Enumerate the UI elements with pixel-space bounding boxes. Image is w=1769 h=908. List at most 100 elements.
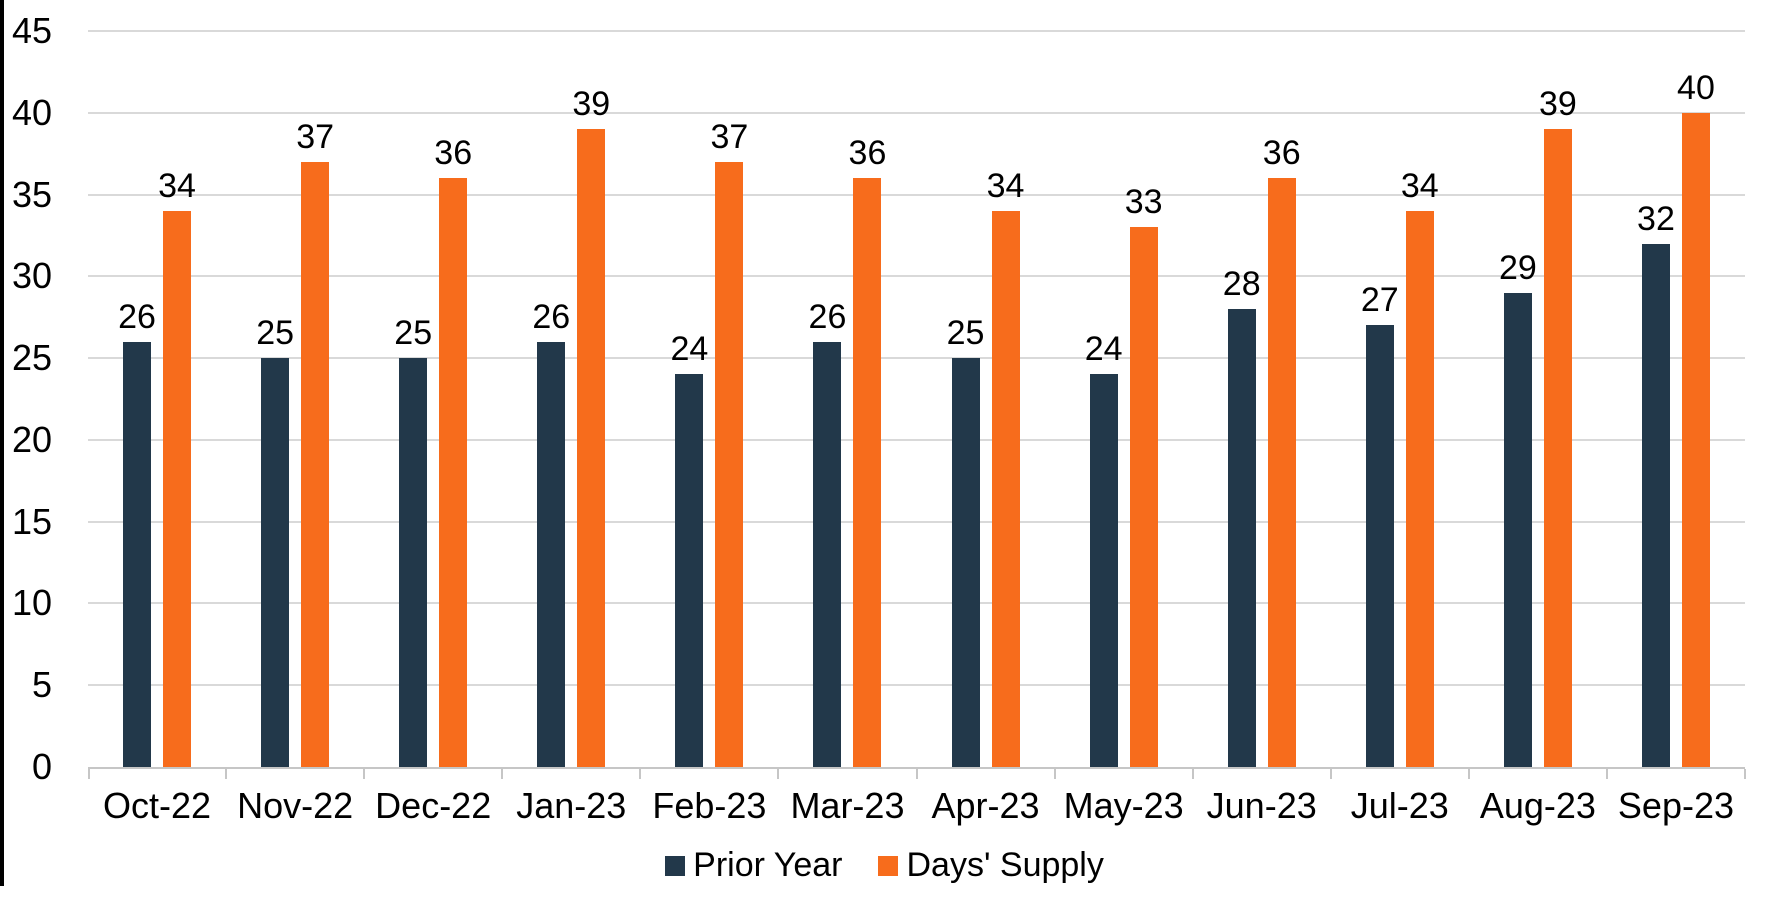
value-label-prior-year: 27 [1360, 281, 1399, 320]
x-tick-label: Apr-23 [931, 785, 1040, 826]
x-tick-label: Aug-23 [1479, 785, 1596, 826]
value-label-prior-year: 24 [1084, 330, 1123, 369]
y-tick-label: 30 [11, 255, 52, 297]
y-tick-label: 20 [11, 418, 52, 460]
x-tick-mark [225, 769, 228, 779]
x-tick-label: Feb-23 [652, 785, 767, 826]
value-label-prior-year: 28 [1222, 265, 1261, 304]
plot-area: 26 34 Oct-22 25 37 Nov-22 25 36 Dec-22 26 39 Jan-23… [88, 30, 1746, 824]
bar-days-supply [301, 161, 330, 767]
bar-days-supply [1681, 112, 1710, 767]
x-tick-label: Sep-23 [1617, 785, 1734, 826]
x-tick-mark [1329, 769, 1332, 779]
bar-days-supply [1267, 178, 1296, 767]
legend-swatch-days-supply-icon [878, 855, 899, 876]
x-tick-mark [1053, 769, 1056, 779]
bar-days-supply [1543, 129, 1572, 767]
x-tick-label: Jun-23 [1206, 785, 1317, 826]
bar-prior-year [1641, 243, 1670, 767]
value-label-prior-year: 24 [670, 330, 709, 369]
x-tick-mark [1605, 769, 1608, 779]
value-label-days-supply: 37 [710, 117, 749, 156]
bar-prior-year [675, 374, 704, 767]
bar-days-supply [1129, 227, 1158, 767]
value-label-days-supply: 34 [158, 166, 196, 205]
x-tick-label: Oct-22 [103, 785, 212, 826]
bar-prior-year [813, 341, 842, 767]
bar-prior-year [1503, 292, 1532, 767]
x-tick-label: Jan-23 [516, 785, 627, 826]
legend-item-prior-year: Prior Year [665, 846, 842, 885]
bar-prior-year [399, 358, 428, 767]
x-tick-mark [1467, 769, 1470, 779]
x-tick-label: Dec-22 [375, 785, 492, 826]
y-tick-label: 40 [11, 91, 52, 133]
legend-item-days-supply: Days' Supply [878, 846, 1104, 885]
grid-line [88, 520, 1745, 523]
bar-prior-year [537, 341, 566, 767]
bar-days-supply [163, 210, 192, 767]
y-axis-line [0, 0, 4, 886]
legend-label-days-supply: Days' Supply [906, 846, 1104, 884]
y-tick-label: 5 [31, 664, 52, 706]
value-label-prior-year: 26 [532, 297, 571, 336]
x-tick-mark [639, 769, 642, 779]
x-tick-mark [915, 769, 918, 779]
value-label-prior-year: 25 [946, 314, 985, 353]
x-tick-label: Mar-23 [790, 785, 905, 826]
bar-days-supply [715, 161, 744, 767]
value-label-days-supply: 36 [434, 134, 473, 173]
x-tick-label: Jul-23 [1350, 785, 1449, 826]
bar-days-supply [991, 210, 1020, 767]
x-tick-mark [363, 769, 366, 779]
value-label-days-supply: 36 [848, 134, 887, 173]
grid-line [88, 602, 1745, 605]
bar-days-supply [853, 178, 882, 767]
value-label-days-supply: 39 [572, 85, 611, 124]
grid-line [88, 438, 1745, 441]
grid-line [88, 193, 1745, 196]
y-tick-label: 0 [31, 746, 52, 787]
value-label-prior-year: 32 [1637, 199, 1675, 238]
bar-prior-year [261, 358, 290, 767]
x-axis-line [88, 767, 1745, 769]
value-label-days-supply: 40 [1677, 68, 1715, 107]
grid-line [88, 357, 1745, 360]
x-tick-mark [1744, 769, 1746, 779]
bar-days-supply [577, 129, 606, 767]
bar-days-supply [439, 178, 468, 767]
grid-line [88, 684, 1745, 687]
y-tick-label: 15 [11, 500, 52, 542]
chart-legend: Prior Year Days' Supply [0, 846, 1769, 885]
bar-prior-year [1089, 374, 1118, 767]
value-label-days-supply: 34 [986, 166, 1025, 205]
value-label-days-supply: 33 [1124, 183, 1163, 222]
x-tick-mark [777, 769, 780, 779]
y-tick-label: 35 [11, 173, 52, 215]
bar-prior-year [123, 341, 152, 767]
value-label-days-supply: 34 [1400, 166, 1439, 205]
value-label-days-supply: 37 [296, 117, 335, 156]
value-label-prior-year: 25 [256, 314, 295, 353]
value-label-prior-year: 25 [394, 314, 433, 353]
grid-line [88, 111, 1745, 114]
grid-line [88, 275, 1745, 278]
x-tick-label: May-23 [1063, 785, 1184, 826]
x-tick-mark [88, 769, 90, 779]
value-label-prior-year: 29 [1498, 248, 1537, 287]
value-label-prior-year: 26 [808, 297, 847, 336]
grid-line [88, 30, 1745, 32]
bar-prior-year [951, 358, 980, 767]
value-label-prior-year: 26 [118, 297, 156, 336]
legend-label-prior-year: Prior Year [693, 846, 843, 884]
x-tick-mark [501, 769, 504, 779]
y-tick-label: 25 [11, 337, 52, 379]
value-label-days-supply: 39 [1538, 85, 1577, 124]
bar-days-supply [1405, 210, 1434, 767]
value-label-days-supply: 36 [1262, 134, 1301, 173]
x-tick-label: Nov-22 [237, 785, 354, 826]
y-tick-label: 10 [11, 582, 52, 624]
x-tick-mark [1191, 769, 1194, 779]
legend-swatch-prior-year-icon [665, 855, 686, 876]
